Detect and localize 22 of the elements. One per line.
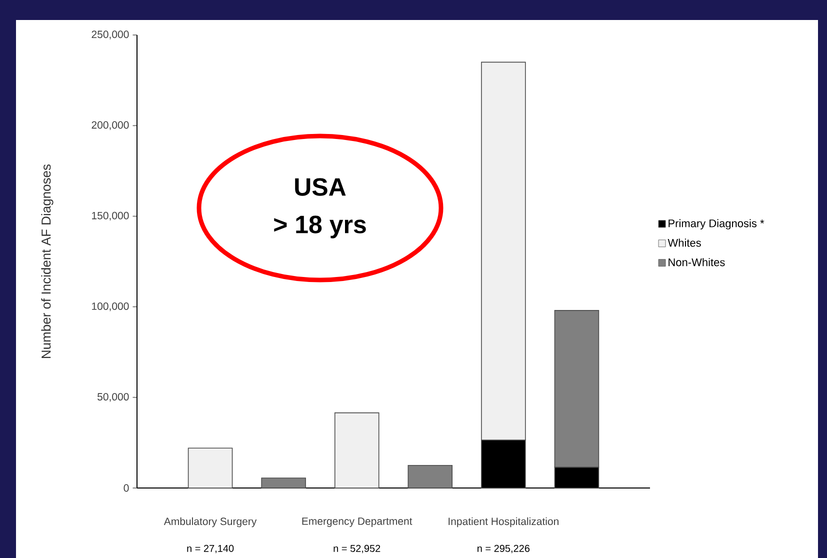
x-tick-label: Ambulatory Surgery <box>164 517 257 528</box>
legend-label: Whites <box>668 238 701 247</box>
x-tick-label: Inpatient Hospitalization <box>448 517 558 528</box>
y-tick-label: 50,000 <box>98 393 129 402</box>
legend-label: Primary Diagnosis * <box>668 219 764 230</box>
y-axis-title: Number of Incident AF Diagnoses <box>41 164 54 358</box>
y-tick-label: 100,000 <box>92 302 129 312</box>
bar <box>261 478 306 488</box>
x-tick-label: Emergency Department <box>302 518 412 527</box>
text: n = 52,952 <box>334 544 380 554</box>
text: n = 295,226 <box>478 544 530 554</box>
y-tick-label: 0 <box>124 484 129 492</box>
annotation: > 18 yrs <box>274 216 366 238</box>
annotation: USA <box>295 178 346 196</box>
y-tick-label: 200,000 <box>92 121 129 130</box>
bar <box>334 412 380 488</box>
legend-label: Non-Whites <box>668 258 725 266</box>
bar <box>188 448 233 488</box>
bar <box>408 464 453 488</box>
y-tick-label: 250,000 <box>92 30 129 40</box>
text: n = 27,140 <box>187 544 234 554</box>
y-tick-label: 150,000 <box>92 212 129 221</box>
